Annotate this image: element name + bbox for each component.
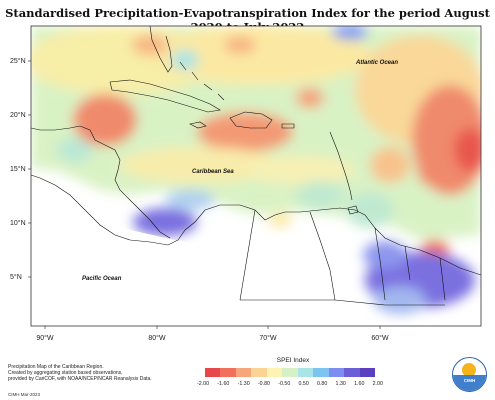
legend-swatch [313,368,329,377]
logo-text: CIMH [463,378,476,383]
pacific-ocean-label: Pacific Ocean [82,276,122,282]
legend-swatch [282,368,298,377]
coastlines [30,25,482,306]
footer-line: provided by CariCOF, with NOAA/NCEP/NCAR… [8,376,152,382]
legend-tick-label: -1.60 [217,381,230,387]
spei-field [31,26,481,326]
sun-icon [462,363,476,377]
legend-tick-label: -1.30 [237,381,250,387]
legend-colorbar [205,368,375,377]
legend-tick-label: 0.50 [298,381,309,387]
caribbean-sea-label: Caribbean Sea [192,169,234,175]
legend-swatch [251,368,267,377]
lon-label: 60°W [371,334,389,342]
lat-label: 20°N [10,111,26,119]
lat-label: 15°N [10,165,26,173]
legend-swatch [359,368,375,377]
legend-tick-label: 2.00 [372,381,383,387]
lon-label: 80°W [148,334,166,342]
footer-line: Precipitation Map of the Caribbean Regio… [8,364,104,370]
footer-line: Created by aggregating station based obs… [8,370,123,376]
lat-label: 25°N [10,57,26,65]
credit-text: CIMH Mar-2023 [8,392,41,397]
cimh-logo: CIMH [452,357,487,392]
legend-tick-label: -0.50 [278,381,291,387]
tick-marks [28,60,381,329]
lat-labels: 25°N 20°N 15°N 10°N 5°N [10,57,26,281]
legend-swatch [297,368,314,377]
legend-ticks: -2.00 -1.60 -1.30 -0.80 -0.50 0.50 0.80 1.30 1.6… [197,381,383,387]
lon-label: 90°W [36,334,54,342]
lat-label: 5°N [10,273,22,281]
legend-title: SPEI Index [276,357,310,364]
legend-swatch [344,368,360,377]
legend-tick-label: -2.00 [197,381,210,387]
legend-tick-label: 1.30 [335,381,346,387]
wave-icon [453,375,486,391]
legend-swatch [235,368,252,377]
legend-swatch [205,368,221,377]
lon-labels: 90°W 80°W 70°W 60°W [36,334,389,342]
legend-swatch [266,368,283,377]
atlantic-ocean-label: Atlantic Ocean [355,60,398,66]
legend-swatch [220,368,236,377]
legend-tick-label: 0.80 [317,381,328,387]
legend-swatch [328,368,345,377]
footer-notes: Precipitation Map of the Caribbean Regio… [8,364,152,382]
lat-label: 10°N [10,219,26,227]
legend-tick-label: 1.60 [354,381,365,387]
lon-label: 70°W [259,334,277,342]
legend-tick-label: -0.80 [257,381,270,387]
